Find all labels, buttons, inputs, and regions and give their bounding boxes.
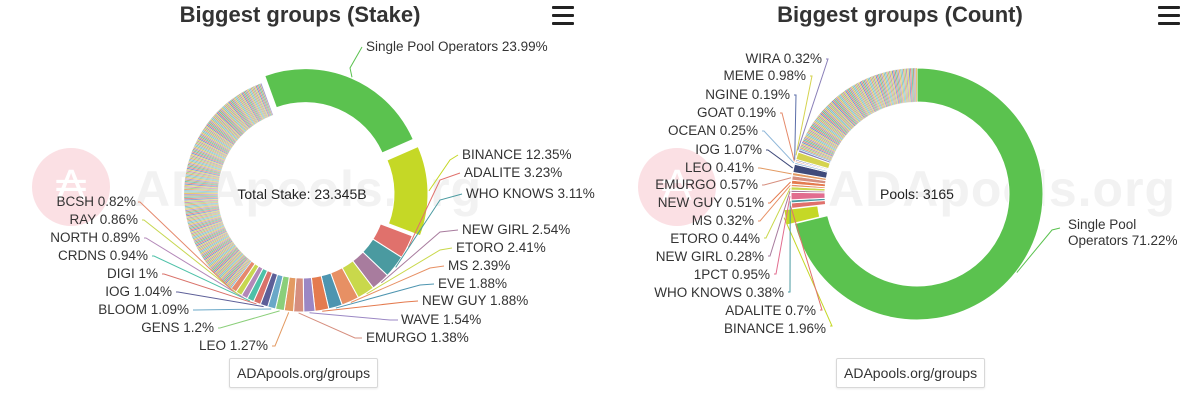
data-label-bcsh: BCSH 0.82% xyxy=(56,194,136,209)
connector-etoro xyxy=(764,188,791,239)
data-label-emurgo: EMURGO 1.38% xyxy=(366,330,469,345)
connector-single-pool-operators xyxy=(349,46,363,78)
connector-ocean xyxy=(762,130,795,164)
data-label-bloom: BLOOM 1.09% xyxy=(98,302,189,317)
connector-crdns xyxy=(152,255,251,302)
data-label-adalite: ADALITE 3.23% xyxy=(464,165,562,180)
data-label-who-knows: WHO KNOWS 3.11% xyxy=(466,186,595,201)
slice-single-pool-operators[interactable] xyxy=(264,68,414,154)
connector-emurgo xyxy=(762,177,792,186)
data-label-single-pool-operators: Single Pool xyxy=(1068,217,1136,232)
hamburger-menu-icon[interactable] xyxy=(552,6,574,26)
connector-new-girl xyxy=(380,229,459,284)
data-label-new-guy: NEW GUY 1.88% xyxy=(422,293,528,308)
stake-donut-chart: Total Stake: 23.345B Single Pool Operator… xyxy=(50,39,595,353)
data-label-single-pool-operators: Operators 71.22% xyxy=(1068,233,1178,248)
slice-other[interactable] xyxy=(260,82,274,116)
stake-chart-panel: ₳ ADApools.org Biggest groups (Stake) To… xyxy=(32,2,595,388)
data-label-iog: IOG 1.04% xyxy=(105,284,172,299)
center-total-label: Pools: 3165 xyxy=(880,186,954,202)
chart-title: Biggest groups (Stake) xyxy=(179,2,421,27)
data-label-iog: IOG 1.07% xyxy=(695,142,762,157)
data-label-1pct: 1PCT 0.95% xyxy=(694,267,770,282)
connector-ngine xyxy=(794,94,797,160)
data-label-ocean: OCEAN 0.25% xyxy=(668,123,758,138)
data-label-crdns: CRDNS 0.94% xyxy=(58,248,148,263)
data-label-single-pool-operators: Single Pool Operators 23.99% xyxy=(366,39,548,54)
slice-1pct[interactable] xyxy=(790,191,826,201)
connector-wave xyxy=(309,312,398,321)
connector-ms xyxy=(758,184,791,222)
data-label-emurgo: EMURGO 0.57% xyxy=(655,177,758,192)
hamburger-menu-icon[interactable] xyxy=(1158,6,1180,26)
data-label-ms: MS 2.39% xyxy=(448,258,510,273)
connector-eve xyxy=(335,283,435,309)
adapools-watermark-logo: ₳ xyxy=(638,148,716,226)
connector-meme xyxy=(795,75,813,156)
data-label-north: NORTH 0.89% xyxy=(50,230,140,245)
data-label-leo: LEO 0.41% xyxy=(685,160,754,175)
data-label-new-guy: NEW GUY 0.51% xyxy=(658,195,764,210)
connector-who-knows xyxy=(395,193,463,268)
data-label-digi: DIGI 1% xyxy=(107,266,158,281)
connector-leo xyxy=(758,167,792,175)
adapools-watermark-text: ADApools.org xyxy=(828,161,1177,217)
chart-title: Biggest groups (Count) xyxy=(777,2,1023,27)
connector-ray xyxy=(142,219,239,295)
data-label-ms: MS 0.32% xyxy=(692,213,754,228)
connector-leo xyxy=(272,312,290,347)
source-link[interactable]: ADApools.org/groups xyxy=(229,358,379,388)
connector-digi xyxy=(162,273,257,305)
data-label-binance: BINANCE 1.96% xyxy=(724,321,826,336)
connector-wira xyxy=(797,58,829,151)
connector-bloom xyxy=(193,308,272,311)
connector-bcsh xyxy=(138,201,234,292)
connector-binance xyxy=(783,217,833,327)
connector-etoro xyxy=(366,247,453,295)
connector-new-guy xyxy=(768,181,791,204)
connector-north xyxy=(144,237,245,299)
connector-emurgo xyxy=(298,312,362,339)
data-label-binance: BINANCE 12.35% xyxy=(462,147,572,162)
slice-other[interactable] xyxy=(183,193,219,196)
data-label-etoro: ETORO 2.41% xyxy=(456,240,546,255)
data-label-ngine: NGINE 0.19% xyxy=(705,87,790,102)
slice-other[interactable] xyxy=(915,67,918,103)
center-total-label: Total Stake: 23.345B xyxy=(237,186,366,202)
connector-ms xyxy=(350,265,445,303)
connector-new-guy xyxy=(322,300,419,312)
connector-iog xyxy=(176,291,264,308)
data-label-goat: GOAT 0.19% xyxy=(697,105,776,120)
data-label-meme: MEME 0.98% xyxy=(723,68,806,83)
data-label-ray: RAY 0.86% xyxy=(69,212,138,227)
connector-adalite xyxy=(407,172,461,248)
data-label-etoro: ETORO 0.44% xyxy=(670,231,760,246)
data-label-wira: WIRA 0.32% xyxy=(745,51,822,66)
connector-single-pool-operators xyxy=(1016,227,1061,273)
data-label-leo: LEO 1.27% xyxy=(199,338,268,353)
adapools-watermark-logo: ₳ xyxy=(32,148,110,226)
source-link[interactable]: ADApools.org/groups xyxy=(836,358,986,388)
connector-adalite xyxy=(790,205,823,311)
data-label-who-knows: WHO KNOWS 0.38% xyxy=(654,285,784,300)
data-label-adalite: ADALITE 0.7% xyxy=(725,303,816,318)
connector-gens xyxy=(218,310,280,329)
data-label-gens: GENS 1.2% xyxy=(141,320,214,335)
connector-binance xyxy=(428,154,459,192)
connector-1pct xyxy=(774,196,791,275)
connector-iog xyxy=(766,149,793,169)
data-label-eve: EVE 1.88% xyxy=(438,276,507,291)
data-label-new-girl: NEW GIRL 2.54% xyxy=(462,222,570,237)
connector-goat xyxy=(780,112,795,162)
data-label-wave: WAVE 1.54% xyxy=(401,312,481,327)
slice-binance[interactable] xyxy=(386,145,429,237)
connector-who-knows xyxy=(788,201,791,293)
connector-new-girl xyxy=(768,191,791,257)
data-label-new-girl: NEW GIRL 0.28% xyxy=(656,249,764,264)
count-chart-panel: ₳ ADApools.org Biggest groups (Count) Po… xyxy=(600,0,1200,401)
